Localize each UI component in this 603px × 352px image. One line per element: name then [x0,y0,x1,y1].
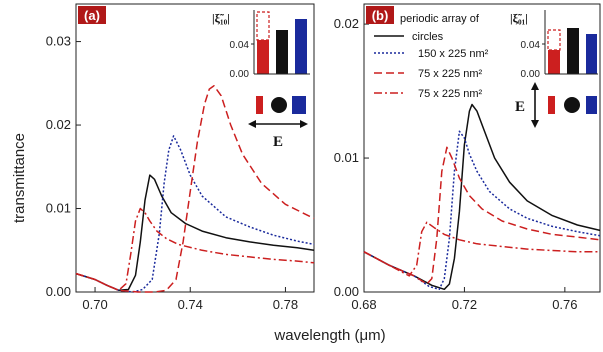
panel-b-shape-bar-icon [548,96,555,114]
x-tick-label: 0.68 [351,297,376,312]
series-line-dashdot [75,207,315,292]
panel-a-y-ticks: 0.00 0.01 0.02 0.03 [46,34,81,299]
panel-b-badge: (b) [372,8,389,23]
panel-a-shape-bar-icon [256,96,263,114]
panel-b-inset-bar-blue [586,34,597,74]
legend-item-4: 75 x 225 nm² [418,88,483,100]
panel-b-legend: periodic array of circles 150 x 225 nm² … [374,13,489,100]
panel-b-inset-tick-000: 0.00 [521,69,541,80]
legend-item-1-line1: periodic array of [400,13,480,25]
x-axis-label: wavelength (μm) [273,327,385,344]
legend-item-1-line2: circles [412,31,444,43]
x-tick-label: 0.70 [82,297,107,312]
panel-a-badge-bg [78,6,106,24]
panel-a-e-label: E [273,134,283,150]
panel-a-inset-tick-004: 0.04 [230,40,250,51]
series-line-dotted [363,130,601,291]
panel-b-badge-bg [366,6,394,24]
panel-b-inset-bar-black [567,28,579,74]
panel-b-inset-bar-red [548,50,560,74]
panel-b-y-ticks: 0.00 0.01 0.02 [334,16,369,299]
x-tick-label: 0.78 [273,297,298,312]
y-tick-label: 0.02 [46,117,71,132]
panel-a: 0.00 0.01 0.02 0.03 0.70 0.74 0.78 (a) |ξ̃₁₀|… [46,3,315,312]
panel-a-frame [75,3,315,293]
panel-b-shape-circle-icon [564,97,580,113]
panel-b-shape-rect-icon [586,96,597,114]
panel-b-e-label: E [515,99,525,115]
y-tick-label: 0.00 [334,284,359,299]
panel-a-shape-rect-icon [292,96,306,114]
panel-a-inset-bar-black [276,30,288,74]
series-line-dotted [75,135,315,293]
panel-b-inset-label: |ξ̃₀₁| [510,11,528,25]
panel-a-shape-circle-icon [271,97,287,113]
panel-b-x-ticks: 0.68 0.72 0.76 [351,287,578,312]
panel-a-series [75,85,315,293]
series-line-solid [363,103,601,291]
panel-b-inset-tick-004: 0.04 [521,40,541,51]
series-line-dashed [75,85,315,293]
panel-b-inset-bar-red-outline [547,29,561,51]
panel-b-series [363,103,601,291]
panel-a-badge: (a) [84,8,100,23]
x-tick-label: 0.74 [178,297,203,312]
panel-a-inset-tick-000: 0.00 [230,69,250,80]
legend-item-3: 75 x 225 nm² [418,68,483,80]
y-tick-label: 0.02 [334,16,359,31]
panel-a-x-ticks: 0.70 0.74 0.78 [82,287,298,312]
panel-b: 0.00 0.01 0.02 0.68 0.72 0.76 (b) periodic a… [334,3,601,312]
legend-item-2: 150 x 225 nm² [418,48,489,60]
x-tick-label: 0.76 [552,297,577,312]
x-tick-label: 0.72 [452,297,477,312]
panel-b-frame [363,3,601,293]
y-tick-label: 0.01 [46,201,71,216]
series-line-dashed [363,146,601,285]
panel-a-inset-bar-blue [295,19,307,74]
y-axis-label: transmittance [11,133,28,223]
y-tick-label: 0.01 [334,150,359,165]
panel-a-inset-label: |ξ̃₁₀| [212,11,230,25]
panel-a-inset-bar-red-outline [256,11,270,41]
panel-a-inset-bar-red [257,40,269,74]
series-line-dashdot [363,221,600,277]
y-tick-label: 0.00 [46,284,71,299]
series-line-solid [75,174,315,292]
y-tick-label: 0.03 [46,34,71,49]
